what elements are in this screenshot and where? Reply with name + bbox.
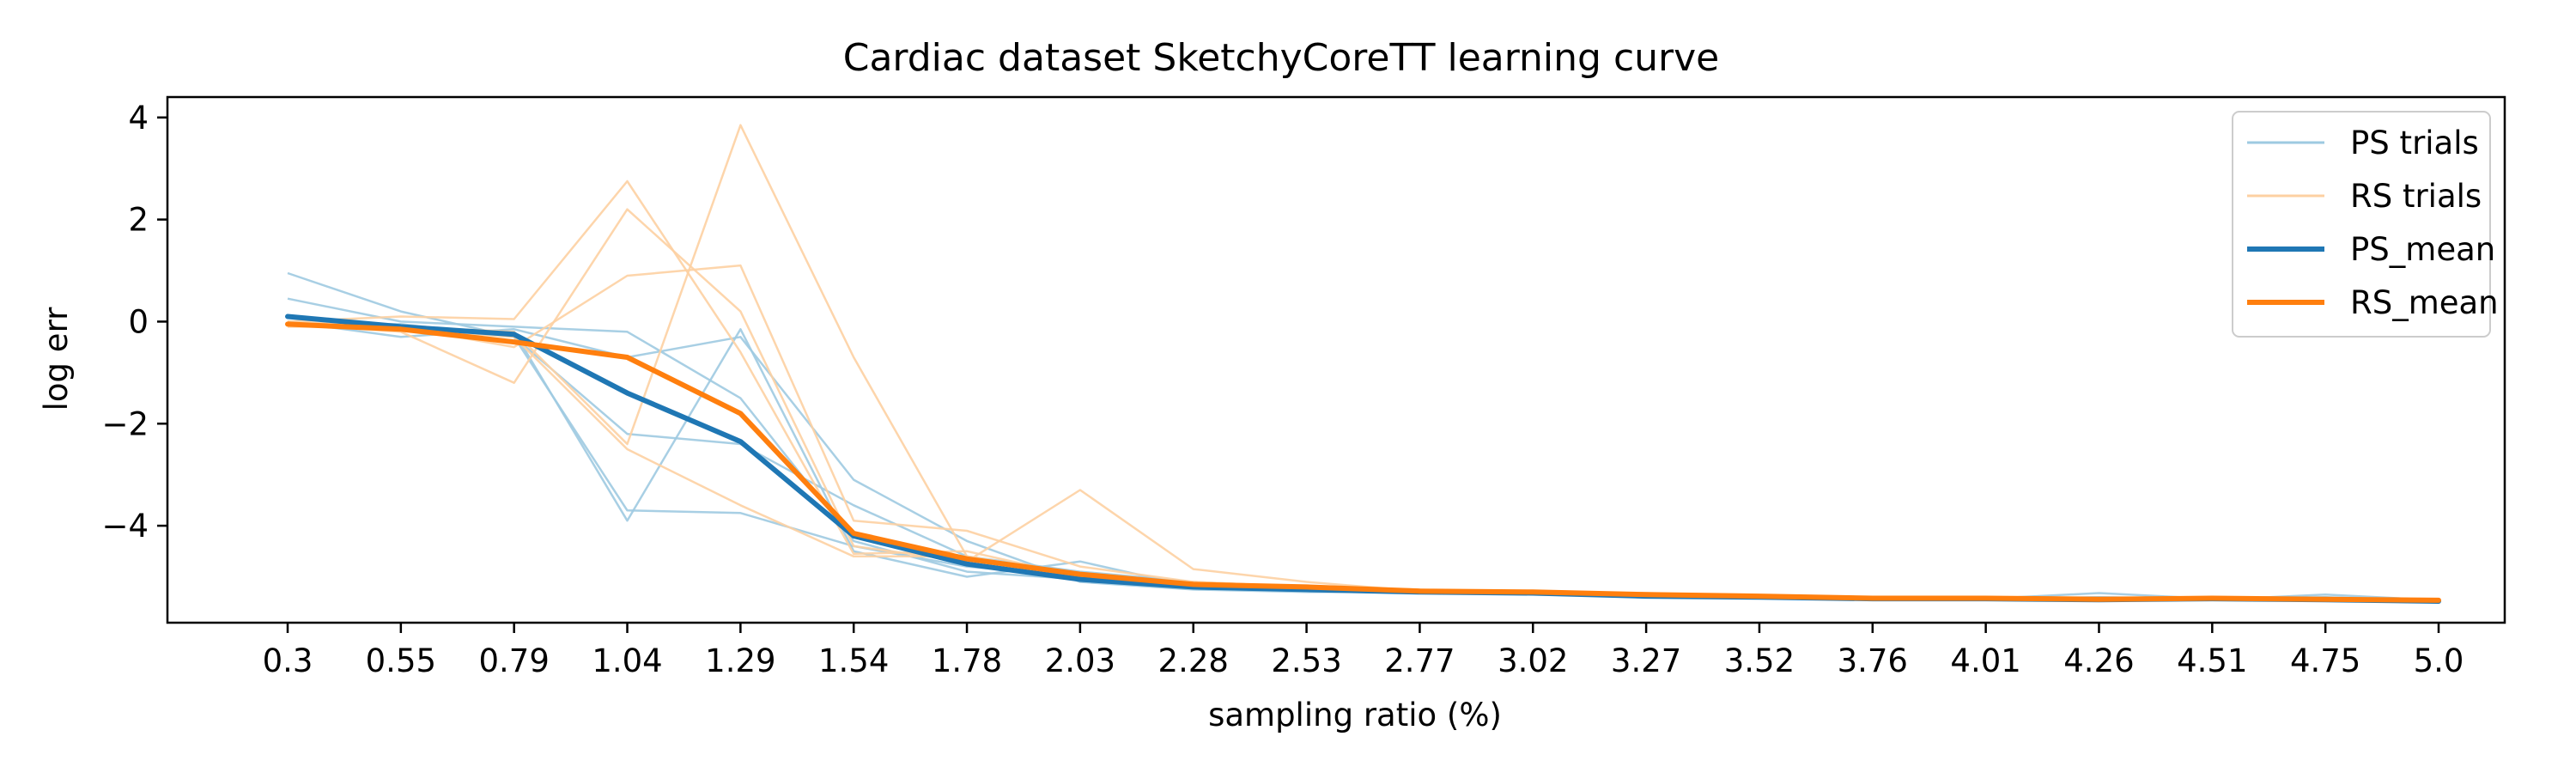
x-tick-label: 1.54 <box>818 642 889 679</box>
x-tick-label: 1.78 <box>932 642 1002 679</box>
x-axis-label: sampling ratio (%) <box>1208 697 1502 733</box>
rs-mean-line <box>285 321 2441 603</box>
x-tick-label: 3.76 <box>1838 642 1908 679</box>
x-tick-label: 1.29 <box>705 642 775 679</box>
x-tick-label: 3.27 <box>1611 642 1681 679</box>
x-tick-label: 1.04 <box>592 642 662 679</box>
legend-label-rs-mean: RS_mean <box>2350 284 2499 321</box>
x-tick-label: 4.75 <box>2290 642 2360 679</box>
x-tick-label: 0.55 <box>366 642 436 679</box>
mean-lines <box>285 313 2441 604</box>
y-tick-label: 4 <box>128 100 149 137</box>
x-tick-label: 4.51 <box>2177 642 2247 679</box>
chart-title: Cardiac dataset SketchyCoreTT learning c… <box>843 36 1720 80</box>
x-tick-label: 2.28 <box>1158 642 1229 679</box>
x-tick-label: 4.26 <box>2063 642 2134 679</box>
legend-label-ps-mean: PS_mean <box>2350 231 2495 268</box>
legend-box <box>2232 111 2491 338</box>
x-tick-label: 0.79 <box>478 642 549 679</box>
y-axis-ticks: 4 2 0 −2 −4 <box>101 100 167 545</box>
x-tick-label: 4.01 <box>1950 642 2020 679</box>
x-tick-label: 2.77 <box>1384 642 1455 679</box>
x-axis-ticks: 0.3 0.55 0.79 1.04 1.29 1.54 1.78 2.03 2.28 2.53 2… <box>263 623 2464 679</box>
x-tick-label: 0.3 <box>263 642 313 679</box>
x-tick-label: 5.0 <box>2414 642 2464 679</box>
x-tick-label: 2.03 <box>1045 642 1115 679</box>
y-tick-label: 0 <box>128 303 149 340</box>
plot-frame <box>166 95 2506 624</box>
x-tick-label: 3.02 <box>1498 642 1568 679</box>
x-tick-label: 3.52 <box>1724 642 1795 679</box>
legend-label-rs-trials: RS trials <box>2350 178 2482 215</box>
x-tick-label: 2.53 <box>1271 642 1341 679</box>
legend-label-ps-trials: PS trials <box>2350 125 2479 161</box>
y-tick-label: 2 <box>128 202 149 239</box>
y-axis-label: log err <box>38 307 75 411</box>
y-tick-label: −4 <box>101 508 149 545</box>
legend: PS trials RS trials PS_mean RS_mean <box>2232 111 2499 338</box>
y-tick-label: −2 <box>101 405 149 442</box>
